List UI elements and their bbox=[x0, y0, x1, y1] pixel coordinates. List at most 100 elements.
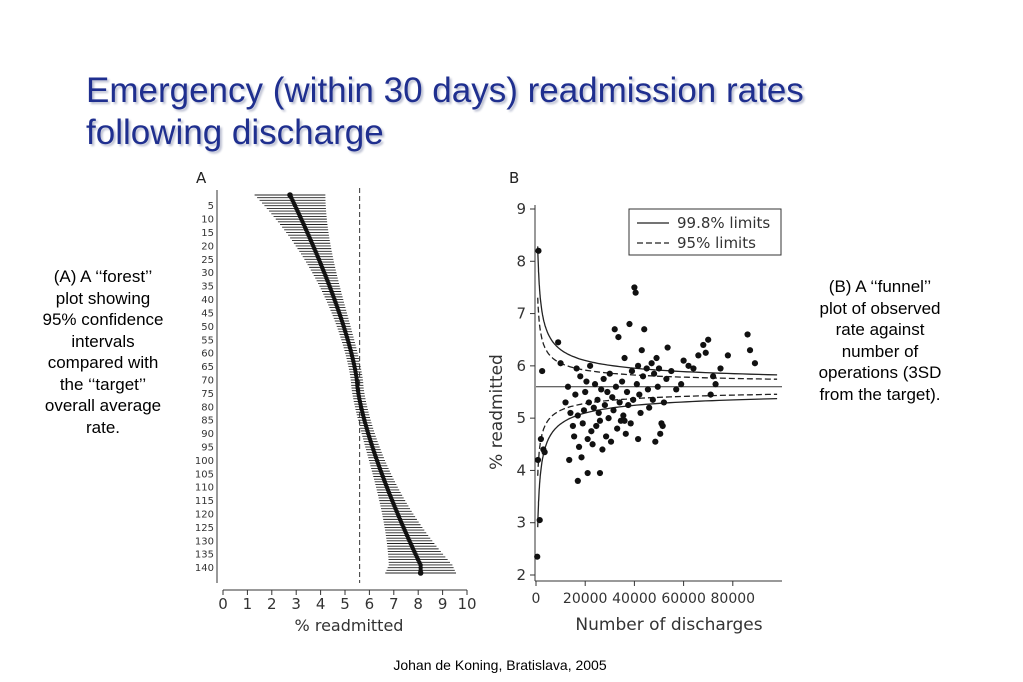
funnel-point bbox=[705, 336, 712, 343]
funnel-998-lower-limit bbox=[537, 397, 778, 528]
funnel-point bbox=[536, 517, 543, 524]
funnel-point bbox=[628, 367, 636, 375]
funnel-point bbox=[579, 420, 586, 427]
funnel-point bbox=[584, 469, 591, 477]
funnel-y-tick-label: 2 bbox=[516, 566, 526, 584]
slide-title-line-1: Emergency (within 30 days) readmission r… bbox=[86, 71, 804, 110]
forest-y-tick-label: 35 bbox=[201, 282, 214, 293]
funnel-y-tick-label: 7 bbox=[516, 305, 526, 323]
funnel-point bbox=[663, 375, 670, 383]
forest-y-tick-label: 120 bbox=[195, 510, 214, 521]
forest-y-tick-label: 25 bbox=[201, 255, 214, 266]
funnel-point bbox=[751, 360, 759, 367]
funnel-point bbox=[744, 331, 751, 338]
caption-funnel-plot: (B) A ‘‘funnel’’ plot of observed rate a… bbox=[804, 276, 956, 405]
funnel-point bbox=[641, 326, 648, 333]
forest-y-tick-label: 95 bbox=[201, 443, 214, 454]
caption-b-line: (B) A ‘‘funnel’’ bbox=[828, 277, 932, 296]
funnel-point bbox=[566, 456, 573, 464]
funnel-point bbox=[572, 391, 579, 398]
funnel-point bbox=[596, 469, 604, 477]
funnel-x-tick-label: 60000 bbox=[661, 591, 706, 607]
funnel-point bbox=[591, 381, 599, 388]
funnel-point bbox=[535, 247, 542, 254]
funnel-point bbox=[680, 357, 687, 364]
forest-y-tick-label: 50 bbox=[201, 322, 214, 333]
funnel-point bbox=[612, 383, 620, 390]
funnel-point bbox=[588, 428, 595, 435]
funnel-point bbox=[541, 449, 548, 456]
funnel-point bbox=[650, 370, 658, 377]
funnel-point bbox=[562, 399, 569, 406]
funnel-point bbox=[534, 456, 542, 464]
funnel-point bbox=[637, 409, 644, 417]
funnel-point bbox=[615, 334, 622, 341]
funnel-point bbox=[643, 365, 650, 372]
caption-a-line: intervals bbox=[71, 331, 135, 351]
forest-y-tick-label: 75 bbox=[201, 389, 214, 400]
forest-y-tick-label: 100 bbox=[195, 456, 214, 467]
funnel-point bbox=[638, 347, 645, 354]
funnel-point bbox=[584, 435, 591, 443]
footer-credit: Johan de Koning, Bratislava, 2005 bbox=[393, 657, 607, 673]
funnel-point bbox=[583, 378, 590, 385]
funnel-point bbox=[652, 438, 659, 445]
funnel-point bbox=[636, 391, 643, 398]
forest-y-tick-label: 10 bbox=[201, 215, 214, 226]
forest-x-tick-label: 2 bbox=[267, 595, 277, 613]
funnel-point bbox=[621, 417, 628, 424]
funnel-point bbox=[664, 344, 671, 351]
funnel-point bbox=[646, 404, 653, 411]
funnel-x-tick-label: 0 bbox=[532, 591, 541, 607]
caption-a-line: (A) A ‘‘forest’’ bbox=[53, 267, 153, 286]
caption-b-line: rate against bbox=[835, 320, 925, 339]
funnel-point bbox=[633, 381, 640, 388]
forest-y-tick-label: 135 bbox=[195, 550, 214, 561]
caption-a-line: compared with bbox=[47, 353, 159, 372]
forest-y-tick-label: 110 bbox=[195, 483, 214, 494]
funnel-plot: B 2 3 4 5 6 7 8 9 0 20000 40000 60000 80000 Number of … bbox=[487, 169, 782, 635]
funnel-point bbox=[655, 365, 663, 372]
forest-x-tick-label: 8 bbox=[413, 595, 423, 613]
funnel-point bbox=[707, 391, 714, 398]
funnel-point bbox=[702, 349, 709, 356]
funnel-point bbox=[746, 347, 754, 354]
funnel-point bbox=[621, 354, 628, 362]
funnel-point bbox=[606, 370, 613, 377]
funnel-point bbox=[620, 412, 627, 419]
funnel-point bbox=[600, 375, 607, 383]
funnel-legend-box bbox=[628, 208, 782, 256]
funnel-point bbox=[648, 360, 655, 367]
funnel-y-tick-label: 4 bbox=[516, 461, 526, 479]
funnel-95-lower-limit bbox=[537, 393, 778, 476]
funnel-point bbox=[657, 430, 664, 437]
panel-label-b: B bbox=[509, 169, 519, 187]
funnel-point bbox=[649, 396, 656, 403]
funnel-point bbox=[631, 284, 638, 291]
funnel-point bbox=[596, 417, 604, 424]
funnel-x-tick-label: 20000 bbox=[563, 591, 608, 607]
funnel-point bbox=[564, 383, 572, 390]
caption-b-line: operations (3SD bbox=[818, 363, 942, 382]
forest-y-tick-label: 80 bbox=[201, 402, 214, 413]
funnel-point bbox=[653, 354, 660, 362]
funnel-point bbox=[537, 435, 545, 443]
forest-x-tick-label: 7 bbox=[389, 595, 399, 613]
funnel-point bbox=[627, 420, 634, 427]
forest-y-tick-label: 20 bbox=[201, 241, 214, 252]
funnel-point bbox=[582, 388, 589, 396]
funnel-point bbox=[585, 399, 592, 406]
funnel-x-tick-label: 40000 bbox=[612, 591, 657, 607]
funnel-y-tick-label: 6 bbox=[516, 357, 526, 375]
funnel-point bbox=[555, 339, 562, 346]
forest-y-tick-label: 15 bbox=[201, 228, 214, 239]
funnel-y-tick-label: 3 bbox=[516, 514, 526, 532]
funnel-point bbox=[700, 341, 707, 349]
funnel-y-tick-label: 5 bbox=[516, 409, 526, 427]
funnel-point bbox=[639, 373, 647, 380]
forest-y-tick-label: 130 bbox=[195, 536, 214, 547]
forest-y-tick-label: 55 bbox=[201, 335, 214, 346]
funnel-998-upper-limit bbox=[537, 246, 778, 376]
funnel-point bbox=[625, 401, 632, 409]
funnel-point bbox=[580, 407, 588, 414]
